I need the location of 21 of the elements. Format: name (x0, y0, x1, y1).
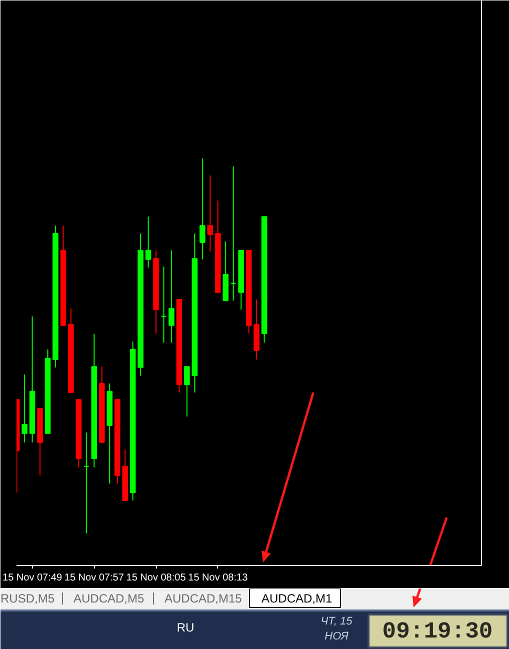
candlestick (160, 266, 167, 344)
candlestick (145, 216, 152, 268)
text: AUDCAD,M15 (164, 592, 242, 606)
text: RUSD,M5 (0, 592, 55, 606)
text: НОЯ (324, 630, 349, 642)
candlestick (230, 166, 236, 302)
text: RU (176, 620, 194, 634)
candlestick (207, 174, 214, 252)
text: ЧТ, 15 (320, 616, 354, 628)
x-tick-label: 15 Nov 08:13 (188, 572, 248, 584)
x-tick-label: 15 Nov 07:57 (64, 572, 124, 584)
candlestick (168, 250, 174, 344)
candlestick (22, 374, 28, 443)
text: AUDCAD,M1 (262, 592, 332, 606)
text: 09:19:30 (382, 618, 493, 644)
candlestick (200, 158, 206, 260)
x-tick-label: 15 Nov 07:49 (2, 572, 62, 584)
candlestick (84, 432, 90, 534)
text: AUDCAD,M5 (74, 592, 144, 606)
candlestick (184, 366, 190, 417)
x-tick-label: 15 Nov 08:05 (126, 572, 186, 584)
